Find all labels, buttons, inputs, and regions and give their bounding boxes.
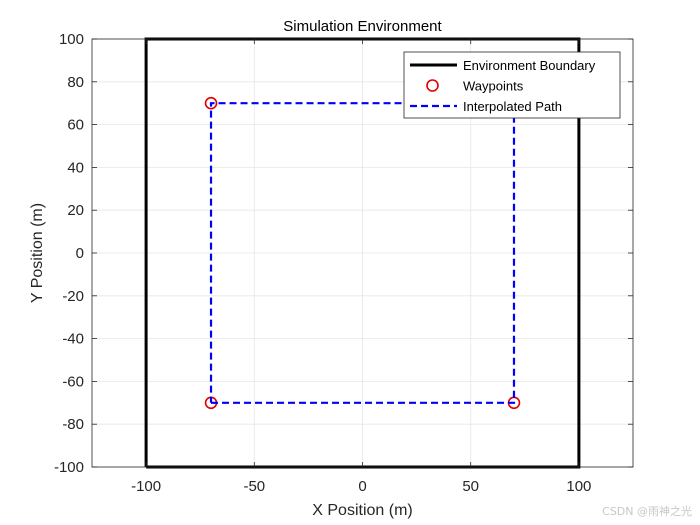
legend-label: Waypoints xyxy=(463,79,524,94)
y-tick-label: -80 xyxy=(62,416,84,433)
y-tick-label: -20 xyxy=(62,288,84,305)
y-tick-label: -60 xyxy=(62,373,84,390)
x-tick-label: 50 xyxy=(462,478,479,495)
y-tick-label: 100 xyxy=(59,31,84,48)
legend-swatch-waypoints xyxy=(426,79,439,92)
legend: Environment Boundary Waypoints Interpolate… xyxy=(403,51,621,119)
y-tick-label: -100 xyxy=(54,459,84,476)
legend-label: Environment Boundary xyxy=(463,58,596,73)
tick-labels: -100 -50 0 50 100 -100 -80 -60 -40 -20 0 20 40 60 80 10… xyxy=(54,31,591,495)
legend-label: Interpolated Path xyxy=(463,99,562,114)
y-tick-label: 40 xyxy=(67,159,84,176)
waypoint-marker xyxy=(204,96,218,110)
y-axis-label: Y Position (m) xyxy=(29,203,46,303)
x-tick-label: 0 xyxy=(358,478,366,495)
y-tick-label: 20 xyxy=(67,202,84,219)
tick-marks xyxy=(92,38,633,468)
y-tick-label: 0 xyxy=(76,245,84,262)
y-tick-label: 60 xyxy=(67,117,84,134)
y-tick-label: 80 xyxy=(67,74,84,91)
path-line xyxy=(209,102,516,404)
x-tick-label: 100 xyxy=(566,478,591,495)
legend-box xyxy=(403,51,621,119)
y-tick-label: -40 xyxy=(62,331,84,348)
x-axis-label: X Position (m) xyxy=(312,502,412,519)
x-tick-label: -100 xyxy=(131,478,161,495)
chart-title: Simulation Environment xyxy=(283,18,442,35)
watermark: CSDN @雨神之光 xyxy=(602,505,692,518)
x-tick-label: -50 xyxy=(243,478,265,495)
